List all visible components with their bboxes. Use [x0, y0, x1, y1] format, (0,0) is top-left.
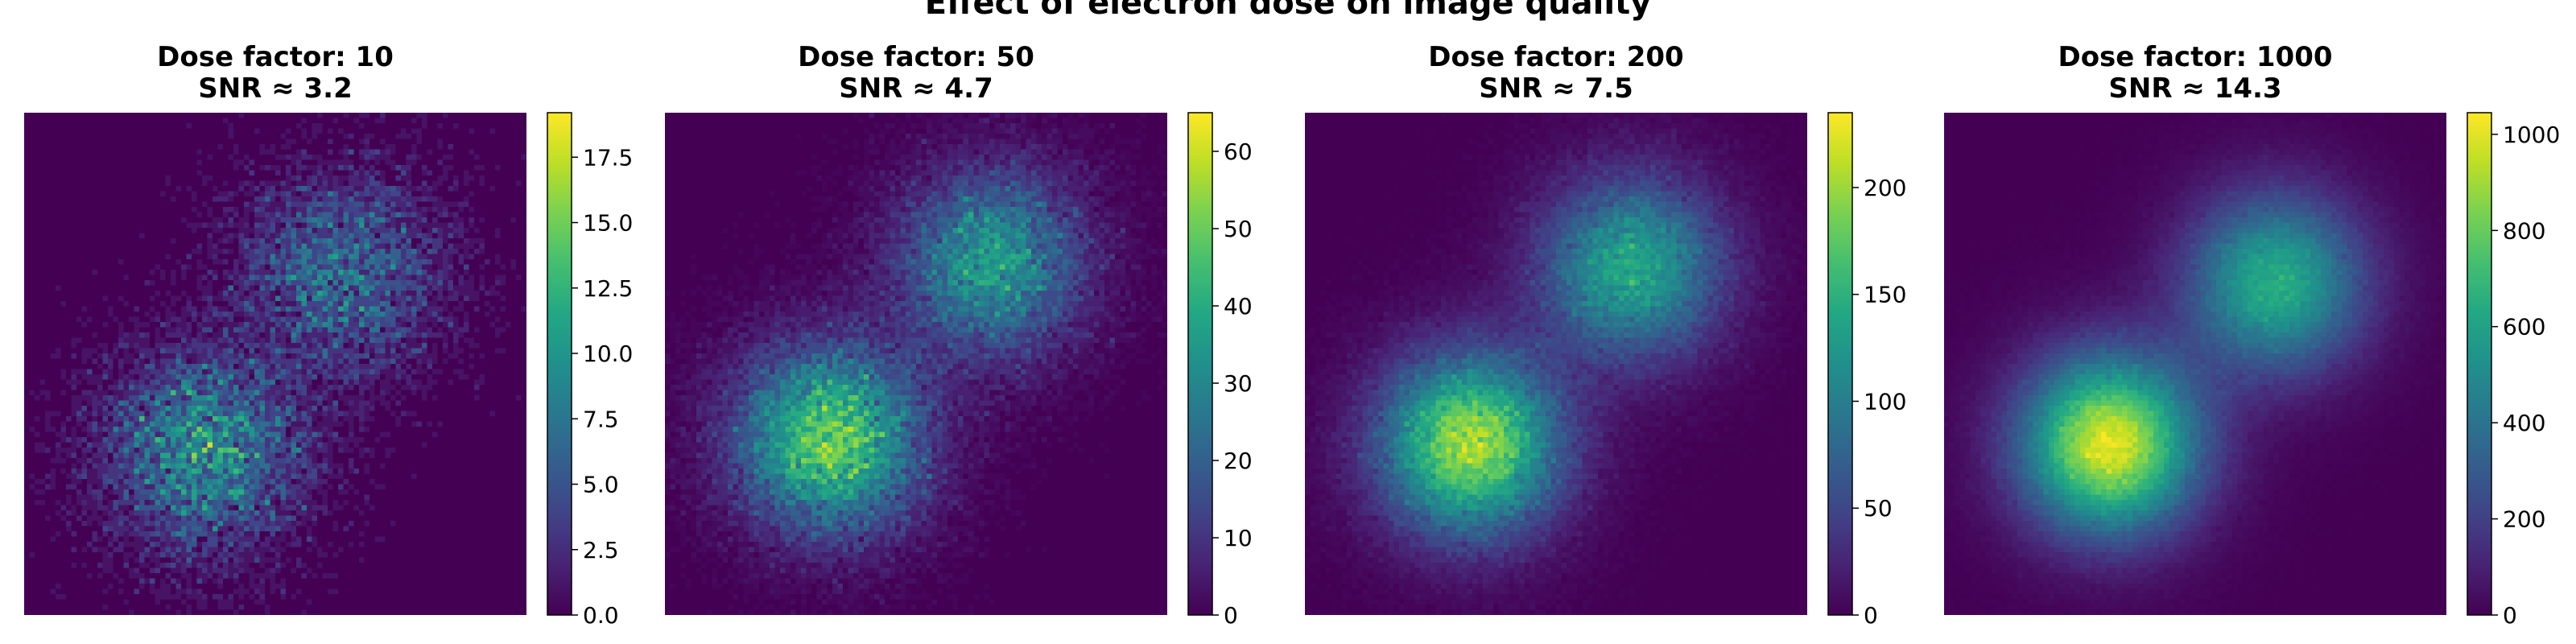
dose-factor-label: Dose factor: 1000	[2058, 41, 2333, 73]
dose-factor-label: Dose factor: 50	[798, 41, 1034, 73]
panel-dose-10: Dose factor: 10 SNR ≈ 3.2 0.0 2.5 5.0 7.5 10…	[0, 0, 633, 644]
colorbar-tick-label: 0.0	[583, 602, 619, 629]
colorbar-tick-label: 400	[2503, 410, 2545, 436]
panel-title: Dose factor: 200 SNR ≈ 7.5	[1305, 42, 1807, 105]
colorbar-tick-label: 20	[1224, 448, 1253, 474]
figure-title: Effect of electron dose on image quality	[924, 0, 1652, 22]
colorbar-gradient	[1187, 112, 1213, 616]
colorbar-tick-label: 2.5	[583, 537, 619, 564]
panel-dose-50: Dose factor: 50 SNR ≈ 4.7 0 10 20 30 40 50 60	[641, 0, 1269, 644]
panel-title: Dose factor: 10 SNR ≈ 3.2	[24, 42, 526, 105]
colorbar-gradient	[547, 112, 572, 616]
colorbar-tick-label: 10	[1224, 525, 1253, 551]
colorbar-gradient	[1827, 112, 1853, 616]
snr-label: SNR ≈ 14.3	[2108, 72, 2282, 105]
colorbar-tick-label: 1000	[2503, 122, 2560, 148]
colorbar-tick-label: 800	[2503, 217, 2545, 244]
panel-dose-200: Dose factor: 200 SNR ≈ 7.5 0 50 100 150 200	[1281, 0, 1909, 644]
colorbar-tick-label: 150	[1864, 282, 1906, 308]
snr-label: SNR ≈ 7.5	[1479, 72, 1633, 105]
heatmap-image	[1944, 113, 2446, 615]
colorbar-tick-label: 12.5	[583, 275, 633, 302]
colorbar-tick-label: 200	[2503, 506, 2545, 533]
colorbar-tick-label: 40	[1224, 293, 1253, 320]
colorbar-tick-label: 5.0	[583, 472, 619, 498]
panel-title: Dose factor: 1000 SNR ≈ 14.3	[1944, 42, 2446, 105]
dose-factor-label: Dose factor: 200	[1428, 41, 1684, 73]
colorbar-tick-label: 0	[1224, 602, 1238, 629]
colorbar: 0 200 400 600 800 1000	[2467, 112, 2560, 629]
colorbar-gradient	[2467, 112, 2492, 616]
colorbar-tick-label: 0	[2503, 602, 2517, 629]
colorbar-tick-label: 60	[1224, 138, 1253, 165]
colorbar-tick-label: 30	[1224, 370, 1253, 397]
colorbar-tick-label: 200	[1864, 175, 1906, 201]
colorbar-tick-label: 50	[1224, 216, 1253, 242]
heatmap-image	[24, 113, 526, 615]
panel-dose-1000: Dose factor: 1000 SNR ≈ 14.3 0 200 400 600 8…	[1920, 0, 2560, 644]
colorbar-tick-label: 600	[2503, 314, 2545, 341]
snr-label: SNR ≈ 4.7	[839, 72, 993, 105]
heatmap-image	[1305, 113, 1807, 615]
colorbar-tick-label: 100	[1864, 388, 1906, 415]
colorbar: 0 50 100 150 200	[1827, 112, 1906, 629]
snr-label: SNR ≈ 3.2	[198, 72, 353, 105]
colorbar-tick-label: 0	[1864, 602, 1878, 629]
dose-factor-label: Dose factor: 10	[157, 41, 394, 73]
colorbar-tick-label: 10.0	[583, 341, 633, 367]
colorbar: 0.0 2.5 5.0 7.5 10.0 12.5 15.0 17.5	[547, 112, 633, 629]
heatmap-image	[665, 113, 1167, 615]
colorbar-tick-label: 17.5	[583, 144, 633, 171]
colorbar-tick-label: 7.5	[583, 406, 619, 432]
colorbar: 0 10 20 30 40 50 60	[1187, 112, 1253, 629]
colorbar-tick-label: 50	[1864, 495, 1893, 522]
panel-title: Dose factor: 50 SNR ≈ 4.7	[665, 42, 1167, 105]
colorbar-tick-label: 15.0	[583, 210, 633, 237]
